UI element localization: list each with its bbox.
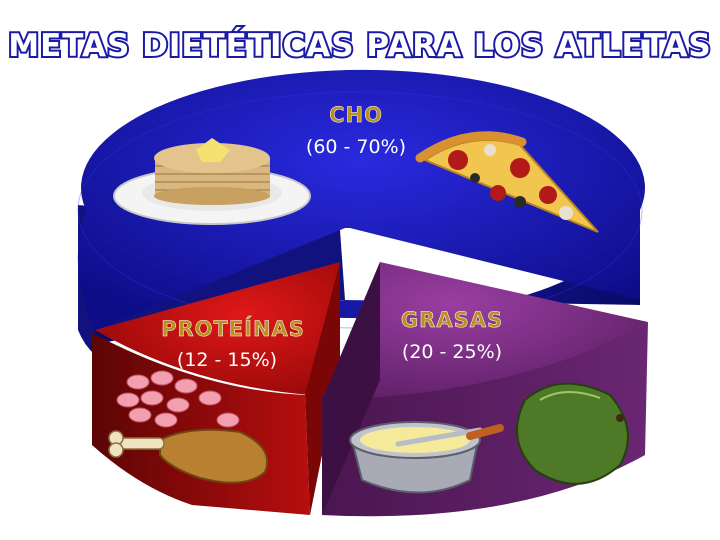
slice-cho-label: CHO — [329, 103, 383, 127]
slice-proteinas-top — [95, 262, 340, 395]
slice-grasas-top — [322, 262, 648, 400]
butter-bowl-icon — [349, 421, 504, 494]
slice-grasas-label: GRASAS — [401, 308, 503, 332]
avocado-icon — [516, 382, 629, 485]
beans-icon — [116, 370, 240, 428]
slice-proteinas-label: PROTEÍNAS — [161, 316, 305, 341]
slice-cho-range: (60 - 70%) — [306, 136, 406, 158]
chicken-leg-icon — [108, 428, 269, 484]
slice-grasas-range: (20 - 25%) — [402, 341, 502, 363]
slice-proteinas-range: (12 - 15%) — [177, 349, 277, 371]
chart-title: METAS DIETÉTICAS PARA LOS ATLETAS — [8, 28, 712, 64]
pancakes-icon — [113, 138, 311, 225]
pizza-slice-icon — [415, 131, 599, 233]
